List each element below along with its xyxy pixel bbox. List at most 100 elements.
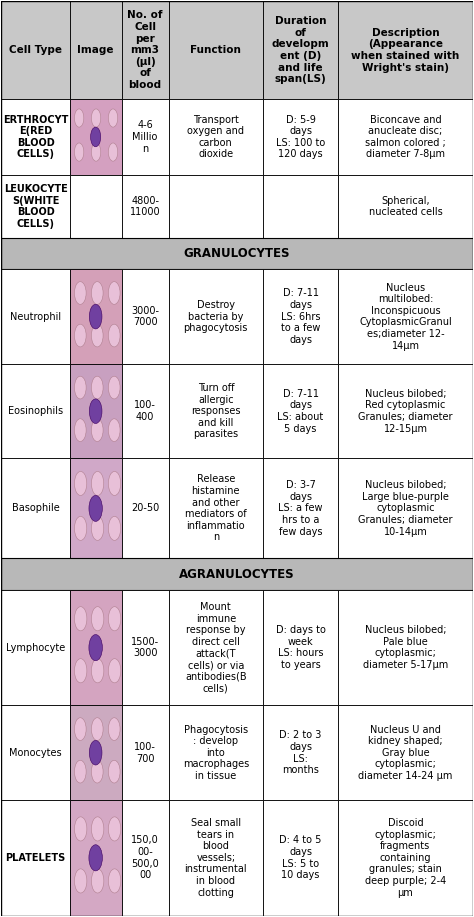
Bar [338, 800, 473, 915]
Text: Monocytes: Monocytes [9, 747, 62, 757]
Circle shape [91, 127, 100, 147]
Text: Seal small
tears in
blood
vessels;
instrumental
in blood
clotting: Seal small tears in blood vessels; instr… [184, 818, 247, 898]
Circle shape [74, 376, 86, 399]
Circle shape [89, 304, 102, 329]
Bar [121, 175, 169, 238]
Circle shape [91, 658, 104, 683]
Bar [1, 458, 70, 558]
Bar [1, 238, 473, 270]
Text: Turn off
allergic
responses
and kill
parasites: Turn off allergic responses and kill par… [191, 383, 240, 439]
Bar [70, 270, 121, 364]
Circle shape [74, 817, 87, 841]
Text: Nucleus U and
kidney shaped;
Gray blue
cytoplasmic;
diameter 14-24 μm: Nucleus U and kidney shaped; Gray blue c… [358, 724, 453, 781]
Bar [1, 270, 70, 364]
Text: Lymphocyte: Lymphocyte [6, 643, 65, 653]
Circle shape [109, 869, 121, 893]
Circle shape [74, 516, 87, 540]
Text: Nucleus bilobed;
Red cytoplasmic
Granules; diameter
12-15μm: Nucleus bilobed; Red cytoplasmic Granule… [358, 389, 453, 434]
Text: Eosinophils: Eosinophils [8, 406, 63, 416]
Circle shape [91, 869, 104, 893]
Text: Transport
oxygen and
carbon
dioxide: Transport oxygen and carbon dioxide [187, 115, 244, 160]
Circle shape [74, 282, 86, 304]
Text: 4-6
Millio
n: 4-6 Millio n [132, 120, 158, 153]
Text: D: 7-11
days
LS: about
5 days: D: 7-11 days LS: about 5 days [277, 389, 324, 434]
Text: Discoid
cytoplasmic;
fragments
containing
granules; stain
deep purple; 2-4
μm: Discoid cytoplasmic; fragments containin… [365, 818, 446, 898]
Text: Function: Function [191, 45, 241, 55]
Bar [121, 458, 169, 558]
Bar [263, 458, 338, 558]
Bar [1, 590, 70, 705]
Text: Release
histamine
and other
mediators of
inflammatio
n: Release histamine and other mediators of… [185, 474, 246, 543]
Bar [1, 800, 70, 915]
Text: Image: Image [77, 45, 114, 55]
Bar [169, 705, 263, 800]
Bar [338, 99, 473, 175]
Bar [121, 590, 169, 705]
Circle shape [109, 143, 118, 161]
Bar [338, 705, 473, 800]
Text: Description
(Appearance
when stained with
Wright's stain): Description (Appearance when stained wit… [351, 28, 460, 72]
Bar [1, 705, 70, 800]
Text: Nucleus bilobed;
Large blue-purple
cytoplasmic
Granules; diameter
10-14μm: Nucleus bilobed; Large blue-purple cytop… [358, 481, 453, 536]
Text: Basophile: Basophile [12, 503, 59, 514]
Bar [121, 2, 169, 99]
Bar [169, 175, 263, 238]
Text: D: 5-9
days
LS: 100 to
120 days: D: 5-9 days LS: 100 to 120 days [276, 115, 325, 160]
Bar [169, 2, 263, 99]
Bar [338, 590, 473, 705]
Circle shape [109, 607, 121, 631]
Bar [70, 705, 121, 800]
Bar [338, 270, 473, 364]
Circle shape [89, 635, 102, 661]
Bar [263, 705, 338, 800]
Circle shape [109, 471, 121, 495]
Bar [121, 705, 169, 800]
Circle shape [109, 376, 120, 399]
Bar [1, 364, 70, 458]
Circle shape [89, 399, 102, 424]
Circle shape [109, 817, 121, 841]
Circle shape [74, 869, 87, 893]
Circle shape [91, 760, 103, 783]
Bar [1, 2, 70, 99]
Bar [263, 2, 338, 99]
Circle shape [89, 740, 102, 765]
Circle shape [91, 718, 103, 740]
Circle shape [74, 325, 86, 347]
Text: D: 2 to 3
days
LS:
months: D: 2 to 3 days LS: months [280, 730, 322, 775]
Bar [169, 270, 263, 364]
Circle shape [74, 109, 84, 127]
Circle shape [109, 718, 120, 740]
Circle shape [109, 760, 120, 783]
Text: No. of
Cell
per
mm3
(μl)
of
blood: No. of Cell per mm3 (μl) of blood [128, 10, 163, 90]
Text: PLATELETS: PLATELETS [5, 853, 66, 863]
Bar [121, 99, 169, 175]
Text: Mount
immune
response by
direct cell
attack(T
cells) or via
antibodies(B
cells): Mount immune response by direct cell att… [185, 602, 246, 693]
Text: Spherical,
nucleated cells: Spherical, nucleated cells [369, 195, 442, 217]
Bar [338, 2, 473, 99]
Bar [70, 800, 121, 915]
Bar [70, 175, 121, 238]
Text: ERTHROCYT
E(RED
BLOOD
CELLS): ERTHROCYT E(RED BLOOD CELLS) [3, 115, 68, 160]
Bar [338, 364, 473, 458]
Circle shape [91, 325, 103, 347]
Text: 100-
400: 100- 400 [134, 401, 156, 422]
Text: GRANULOCYTES: GRANULOCYTES [184, 247, 290, 260]
Text: 100-
700: 100- 700 [134, 742, 156, 764]
Text: Cell Type: Cell Type [9, 45, 62, 55]
Circle shape [74, 607, 87, 631]
Text: Duration
of
developm
ent (D)
and life
span(LS): Duration of developm ent (D) and life sp… [272, 17, 329, 84]
Bar [121, 800, 169, 915]
Circle shape [74, 760, 86, 783]
Text: Nucleus bilobed;
Pale blue
cytoplasmic;
diameter 5-17μm: Nucleus bilobed; Pale blue cytoplasmic; … [363, 625, 448, 670]
Circle shape [109, 658, 121, 683]
Bar [263, 364, 338, 458]
Text: 3000-
7000: 3000- 7000 [131, 306, 159, 327]
Circle shape [89, 845, 102, 871]
Circle shape [91, 516, 104, 540]
Circle shape [91, 419, 103, 441]
Circle shape [91, 109, 101, 127]
Bar [169, 800, 263, 915]
Text: Neutrophil: Neutrophil [10, 312, 61, 322]
Bar [1, 99, 70, 175]
